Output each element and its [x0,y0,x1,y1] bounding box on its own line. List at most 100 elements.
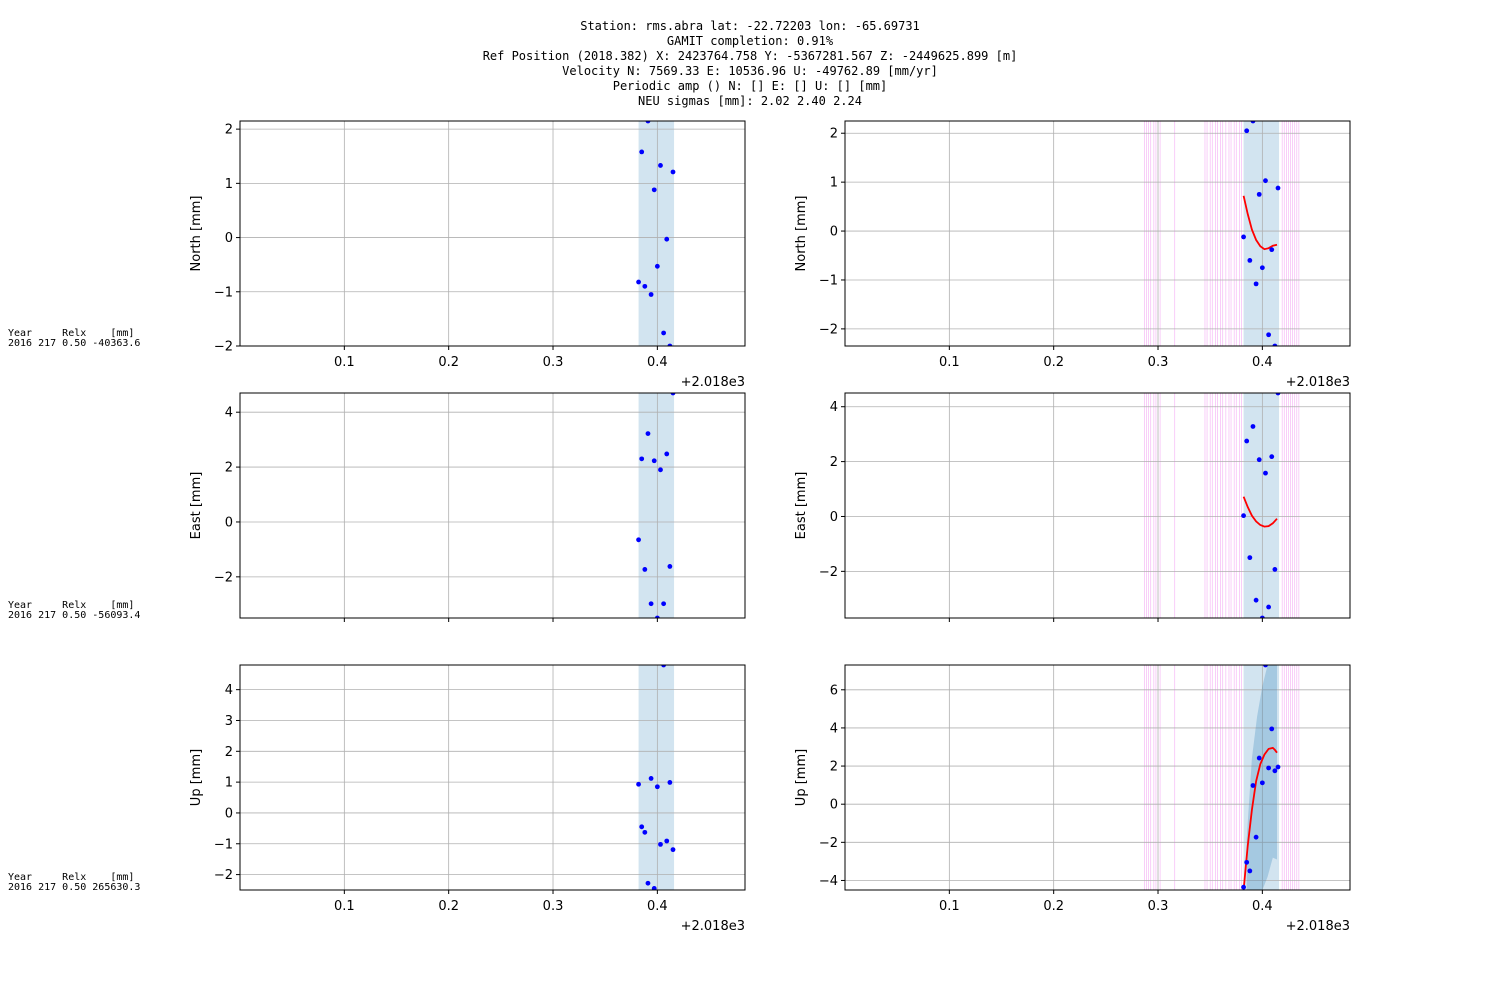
up-right-xtick-label: 0.2 [1043,899,1064,914]
east-left-data-point [645,431,651,437]
up-left-data-point [658,841,663,847]
east-right-ytick-label: 4 [830,400,838,415]
title-periodic-line: Periodic amp () N: [] E: [] U: [] [mm] [613,79,888,93]
east-right-data-point [1263,470,1268,476]
east-right-ytick-label: 0 [830,510,838,525]
east-right-span [1243,393,1280,618]
east-right-model-line [1242,496,1278,528]
title-velocity-line: Velocity N: 7569.33 E: 10536.96 U: -4976… [562,64,938,78]
up-right-x-offset-label: +2.018e3 [1286,919,1350,934]
north-right-data-point [1275,185,1281,191]
north-left-xtick-label: 0.2 [438,355,459,370]
up-right-data-point [1263,665,1268,668]
north-right-ytick-label: 0 [830,225,838,240]
title-station-line: Station: rms.abra lat: -22.72203 lon: -6… [580,19,920,33]
up-left-data-point [645,880,651,886]
up-left-data-point [670,847,676,853]
north-right-ytick-label: 1 [830,176,838,191]
title-completion-line: GAMIT completion: 0.91% [667,34,834,48]
up-left-data-point [661,665,667,668]
east-right-data-point [1250,424,1256,429]
east-right-data-point [1272,567,1278,572]
east-right-data-point [1259,615,1265,618]
north-right-data-point [1266,332,1272,338]
up-left-ytick-label: 4 [225,683,233,698]
east-left-data-point [654,615,660,618]
north-right-plot-area [845,121,1350,346]
up-left-data-point [654,784,660,790]
north-right-data-point [1256,191,1262,197]
up-right-model-line [1242,746,1278,890]
up-right-data-point [1244,859,1250,865]
north-right-data-point [1241,234,1246,240]
north-right-data-point [1272,343,1278,346]
up-left-data-point [639,824,645,830]
east-right-data-point [1253,597,1259,603]
east-left-data-point [661,601,667,607]
up-left-data-point [636,781,641,787]
north-right-frame [844,120,1351,347]
north-left-data-point [645,121,651,124]
north-right-ylabel: North [mm] [794,196,809,272]
up-left-ytick-label: −2 [214,868,233,883]
east-left-data-point [651,458,657,464]
east-left-frame [239,392,746,619]
north-left-data-point [658,163,663,168]
east-left-ylabel: East [mm] [189,472,204,540]
east-note-header: Year Relx [mm] [8,600,134,611]
east-left-data-point [648,601,654,607]
north-right-xtick-label: 0.4 [1252,355,1273,370]
north-right-data-point [1244,128,1250,134]
up-right-ytick-label: 6 [830,683,838,698]
north-left-ytick-label: 1 [225,177,233,192]
up-left-data-point [648,776,654,781]
up-right-data-point [1256,755,1262,761]
north-left-ylabel: North [mm] [189,196,204,272]
north-right-model-line [1242,195,1278,251]
north-right-data-point [1269,247,1275,253]
north-right-xtick-label: 0.1 [939,355,960,370]
east-right-data-point [1247,555,1253,561]
up-note-header: Year Relx [mm] [8,872,134,883]
up-left-xtick-label: 0.4 [647,899,668,914]
north-left-panel: 0.1 0.2 0.3 0.4 −2 −1 0 1 2 North [mm] +2.018e3 [189,120,746,390]
east-right-ytick-label: 2 [830,455,838,470]
east-left-ytick-label: 4 [225,406,233,421]
east-left-data-point [642,567,648,572]
up-right-data-point [1266,765,1272,771]
east-right-data-point [1256,457,1262,463]
north-left-xtick-label: 0.1 [334,355,355,370]
up-right-data-point [1272,768,1278,774]
up-left-x-offset-label: +2.018e3 [681,919,745,934]
north-left-span [638,121,675,346]
north-left-frame [239,120,746,347]
east-right-ylabel: East [mm] [794,472,809,540]
up-left-panel: 0.1 0.2 0.3 0.4 −2 −1 0 1 2 3 4 Up [mm] +2.018e3 [189,664,746,934]
north-right-panel: 0.1 0.2 0.3 0.4 −2 −1 0 1 2 North [mm] +2.018e3 [794,120,1351,390]
up-right-ytick-label: 0 [830,798,838,813]
north-right-span [1243,121,1280,346]
north-right-xtick-label: 0.3 [1148,355,1169,370]
east-left-data-point [670,393,676,396]
east-right-data-point [1275,393,1281,396]
up-right-plot-area [845,665,1350,890]
north-right-data-point [1250,121,1256,124]
up-right-data-point [1247,868,1253,874]
up-right-ytick-label: −4 [819,874,838,889]
east-right-data-point [1241,513,1246,519]
north-left-xtick-label: 0.4 [647,355,668,370]
up-left-ytick-label: 0 [225,806,233,821]
up-right-ytick-label: −2 [819,836,838,851]
north-note-header: Year Relx [mm] [8,328,134,339]
east-left-data-point [664,451,670,457]
title-ref-position-line: Ref Position (2018.382) X: 2423764.758 Y… [483,49,1018,63]
north-left-data-point [639,149,645,155]
east-right-data-point [1244,438,1250,444]
east-left-data-point [636,537,641,543]
east-right-panel: −2 0 2 4 East [mm] [794,392,1351,622]
up-note-values: 2016 217 0.50 265630.3 [8,882,140,893]
up-right-data-point [1241,884,1246,890]
north-left-data-point [667,343,673,346]
up-right-data-point [1250,783,1256,788]
up-right-xtick-label: 0.3 [1148,899,1169,914]
